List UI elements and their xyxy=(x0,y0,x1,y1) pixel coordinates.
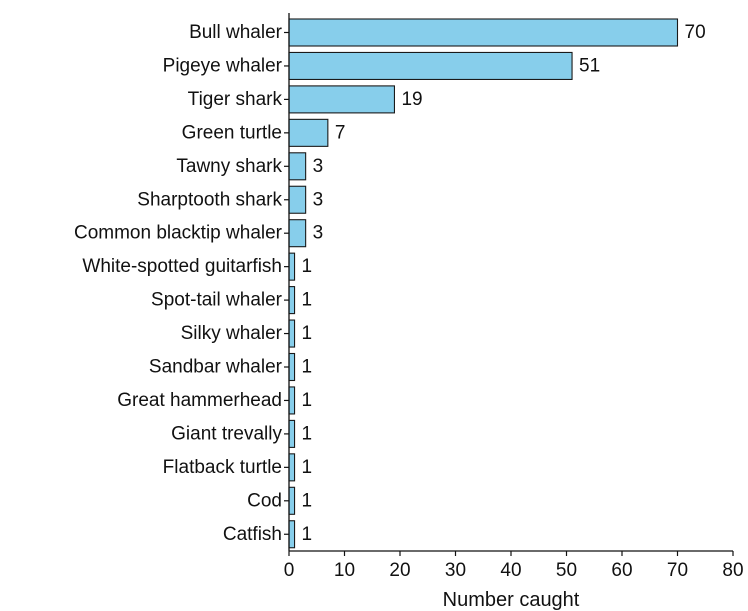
category-label: Cod xyxy=(247,490,282,511)
category-labels: Bull whaler Pigeye whaler Tiger shark Green… xyxy=(74,22,283,545)
data-label: 1 xyxy=(302,524,313,545)
data-label: 7 xyxy=(335,122,346,143)
x-tick-label: 70 xyxy=(667,560,688,581)
category-label: White-spotted guitarfish xyxy=(82,256,282,277)
data-label: 1 xyxy=(302,323,313,344)
bar xyxy=(288,185,307,214)
bar xyxy=(288,453,296,482)
category-label: Pigeye whaler xyxy=(163,55,283,76)
x-tick-label: 50 xyxy=(556,560,577,581)
data-label: 3 xyxy=(313,189,324,210)
data-label: 1 xyxy=(302,290,313,311)
data-label: 19 xyxy=(401,89,422,110)
data-label: 1 xyxy=(302,457,313,478)
x-tick-label: 10 xyxy=(334,560,355,581)
bar xyxy=(288,85,395,114)
data-label: 1 xyxy=(302,490,313,511)
bar xyxy=(288,386,296,415)
bar xyxy=(288,286,296,315)
bar xyxy=(288,486,296,515)
x-tick-label: 40 xyxy=(500,560,521,581)
category-label: Common blacktip whaler xyxy=(74,223,283,244)
x-tick-label: 60 xyxy=(611,560,632,581)
bar xyxy=(288,152,307,181)
bar xyxy=(288,319,296,348)
bar xyxy=(288,252,296,281)
data-label: 3 xyxy=(313,223,324,244)
category-label: Tawny shark xyxy=(176,156,282,177)
x-tick-label: 0 xyxy=(284,560,295,581)
data-label: 51 xyxy=(579,55,600,76)
x-ticks: 0 10 20 30 40 50 60 70 80 xyxy=(284,551,744,581)
category-label: Sharptooth shark xyxy=(137,189,282,210)
x-tick-label: 80 xyxy=(722,560,743,581)
data-label: 3 xyxy=(313,156,324,177)
data-label: 1 xyxy=(302,256,313,277)
bar xyxy=(288,18,679,47)
category-label: Silky whaler xyxy=(181,323,283,344)
bar xyxy=(288,419,296,448)
x-tick-label: 20 xyxy=(389,560,410,581)
category-label: Flatback turtle xyxy=(163,457,282,478)
x-axis-title: Number caught xyxy=(443,589,580,611)
category-label: Tiger shark xyxy=(188,89,283,110)
bars-group xyxy=(288,18,679,549)
data-label: 1 xyxy=(302,423,313,444)
data-label: 1 xyxy=(302,390,313,411)
category-label: Great hammerhead xyxy=(117,390,282,411)
category-label: Catfish xyxy=(223,524,282,545)
bar xyxy=(288,352,296,382)
bar xyxy=(288,520,296,549)
bar xyxy=(288,219,307,248)
bar xyxy=(288,118,329,147)
bar xyxy=(288,51,573,81)
x-tick-label: 30 xyxy=(445,560,466,581)
category-label: Giant trevally xyxy=(171,423,282,444)
data-label: 1 xyxy=(302,357,313,378)
category-label: Spot-tail whaler xyxy=(151,290,283,311)
category-label: Green turtle xyxy=(182,122,282,143)
data-label: 70 xyxy=(685,22,706,43)
category-label: Sandbar whaler xyxy=(149,357,283,378)
category-label: Bull whaler xyxy=(189,22,283,43)
